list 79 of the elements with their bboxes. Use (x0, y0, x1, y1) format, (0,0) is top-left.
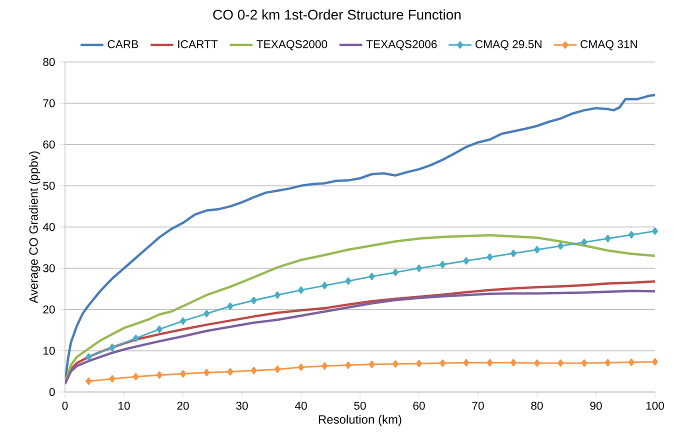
x-tick-label: 70 (472, 402, 484, 410)
point (132, 334, 139, 342)
point (322, 282, 328, 290)
point (534, 359, 540, 367)
point (652, 358, 658, 366)
point (227, 368, 234, 376)
point (392, 360, 398, 368)
point (510, 250, 516, 258)
y-tick-label: 60 (43, 140, 55, 148)
y-tick-label: 50 (43, 182, 55, 190)
y-tick-label: 80 (43, 58, 55, 66)
legend-label: CMAQ 31N (580, 40, 638, 50)
y-tick-label: 70 (43, 99, 55, 108)
point (156, 326, 162, 334)
point (86, 353, 92, 361)
point (298, 364, 304, 371)
point (109, 344, 116, 352)
point (628, 231, 634, 239)
y-tick-label: 30 (43, 264, 55, 272)
point (652, 227, 658, 235)
x-tick-label: 40 (294, 402, 307, 410)
point (368, 272, 375, 280)
y-tick-label: 0 (49, 388, 55, 396)
y-tick-label: 40 (42, 222, 55, 231)
y-tick-label: 20 (43, 305, 55, 314)
x-tick-label: 30 (236, 402, 248, 410)
point (392, 268, 398, 276)
point (581, 238, 588, 246)
point (604, 234, 611, 242)
x-tick-label: 20 (177, 402, 189, 410)
legend-label: CMAQ 29.5N (476, 40, 542, 50)
point (204, 368, 210, 376)
point (558, 242, 564, 250)
point (440, 359, 446, 367)
point (345, 277, 352, 285)
x-tick-label: 100 (646, 402, 664, 410)
point (109, 375, 116, 383)
chart-title: CO 0-2 km 1st-Order Structure Function (213, 9, 461, 20)
point (604, 358, 611, 366)
legend-label: ICARTT (178, 40, 218, 48)
point (132, 372, 139, 380)
legend-label: TEXAQS2000 (256, 40, 328, 50)
x-tick-label: 0 (62, 402, 68, 410)
point (298, 286, 304, 294)
point (534, 246, 540, 254)
x-tick-label: 50 (354, 402, 366, 410)
point (156, 371, 162, 379)
y-tick-label: 10 (44, 346, 55, 355)
point (204, 310, 210, 318)
legend-label: TEXAQS2006 (366, 40, 437, 50)
point (486, 358, 493, 366)
point (558, 359, 564, 367)
y-axis-title: Average CO Gradient (ppbv) (28, 151, 40, 304)
point (322, 362, 328, 370)
point (180, 370, 186, 378)
point (368, 360, 375, 368)
legend-label: CARB (108, 40, 138, 48)
point (180, 317, 186, 325)
point (274, 291, 280, 299)
x-axis-title: Resolution (km) (318, 414, 402, 426)
point (250, 366, 257, 374)
point (274, 366, 280, 374)
x-tick-label: 90 (590, 402, 602, 410)
point (510, 358, 516, 366)
point (345, 361, 352, 369)
point (463, 358, 470, 366)
point (440, 260, 446, 268)
point (416, 360, 422, 368)
point (486, 253, 493, 261)
point (416, 264, 422, 272)
point (250, 296, 257, 304)
point (86, 378, 92, 385)
point (628, 358, 634, 366)
point (463, 257, 470, 265)
x-tick-label: 10 (118, 402, 130, 410)
point (581, 359, 588, 367)
x-tick-label: 80 (531, 402, 543, 410)
point (227, 302, 234, 310)
x-tick-label: 60 (413, 402, 425, 410)
